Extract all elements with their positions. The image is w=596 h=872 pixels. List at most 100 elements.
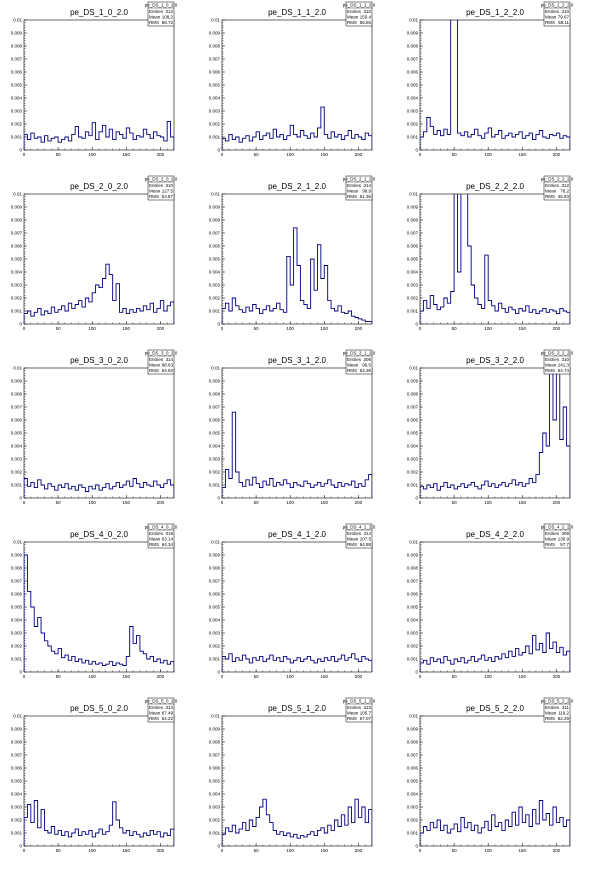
histogram-bin	[51, 138, 54, 150]
histogram-bin	[478, 305, 481, 325]
histogram-bin	[113, 140, 116, 150]
histogram-bin	[157, 832, 160, 846]
histogram-bin	[362, 486, 365, 498]
y-tick-label: 0.002	[209, 122, 221, 127]
histogram-bin	[304, 659, 307, 672]
histogram-bin	[553, 311, 556, 324]
x-tick-label: 0	[221, 674, 224, 679]
histogram-chart: pe_DS_1_0_2.0 0 0.001 0.002 0.003 0.004 0.005 0…	[11, 1, 178, 157]
histogram-bin	[430, 488, 433, 498]
histogram-bin	[232, 412, 235, 498]
histogram-bin	[546, 814, 549, 847]
x-tick-label: 200	[355, 500, 363, 505]
histogram-bin	[232, 825, 235, 846]
histogram-bin	[338, 827, 341, 847]
stats-mean-label: Mean	[545, 188, 557, 193]
x-tick-label: 200	[355, 674, 363, 679]
histogram-bin	[348, 807, 351, 846]
histogram-bin	[256, 308, 259, 324]
x-tick-label: 0	[23, 152, 26, 157]
y-tick-label: 0.008	[209, 740, 221, 745]
histogram-bin	[447, 488, 450, 498]
stats-rms-value: 64.34	[162, 542, 174, 547]
histogram-bin	[529, 479, 532, 499]
histogram-bin	[225, 828, 228, 846]
histogram-bin	[458, 832, 461, 846]
histogram-bin	[536, 824, 539, 846]
chart-title: pe_DS_1_1_2.0	[268, 8, 326, 17]
histogram-bin	[96, 285, 99, 324]
histogram-bin	[24, 314, 27, 324]
histogram-bin	[273, 129, 276, 150]
histogram-bin	[297, 485, 300, 498]
histogram-bin	[533, 140, 536, 150]
histogram-bin	[44, 136, 47, 150]
y-tick-label: 0.007	[209, 405, 221, 410]
x-tick-label: 200	[157, 326, 165, 331]
y-tick-label: 0.001	[209, 831, 221, 836]
histogram-bin	[58, 649, 61, 672]
histogram-bin	[253, 827, 256, 847]
histogram-bin	[96, 833, 99, 846]
y-tick-label: 0.002	[407, 296, 419, 301]
plot-frame	[419, 193, 571, 325]
histogram-bin	[447, 833, 450, 846]
histogram-bin	[249, 311, 252, 324]
y-tick-label: 0.006	[407, 592, 419, 597]
y-tick-label: 0.002	[407, 818, 419, 823]
histogram-bin	[321, 279, 324, 325]
x-tick-label: 150	[321, 500, 329, 505]
histogram-bin	[140, 651, 143, 672]
histogram-bin	[68, 303, 71, 324]
histogram-bin	[44, 641, 47, 672]
histogram-bin	[369, 136, 372, 150]
histogram-bin	[440, 486, 443, 498]
chart-title: pe_DS_1_0_2.0	[70, 8, 128, 17]
histogram-bin	[365, 133, 368, 150]
histogram-bin	[423, 660, 426, 672]
histogram-bin	[492, 306, 495, 324]
histogram-bin	[365, 659, 368, 672]
histogram-bin	[130, 627, 133, 673]
y-tick-label: 0.007	[209, 231, 221, 236]
histogram-bin	[72, 833, 75, 846]
stats-entries-value: 313	[363, 705, 371, 710]
histogram-bin	[505, 820, 508, 846]
histogram-bin	[307, 484, 310, 498]
histogram-bin	[82, 488, 85, 498]
stats-rms-value: 51.36	[360, 194, 372, 199]
stats-box	[345, 349, 373, 375]
histogram-bin	[362, 807, 365, 846]
histogram-bin	[79, 836, 82, 846]
chart-title: pe_DS_4_2_2.0	[466, 530, 524, 539]
stats-entries-label: Entries	[545, 531, 560, 536]
histogram-bin	[481, 485, 484, 498]
histogram-bin	[164, 484, 167, 498]
histogram-bin	[280, 662, 283, 672]
histogram-bin	[72, 656, 75, 672]
histogram-bin	[352, 654, 355, 672]
y-tick-label: 0.009	[407, 205, 419, 210]
y-tick-label: 0.004	[209, 792, 221, 797]
histogram-bin	[331, 830, 334, 846]
x-tick-label: 0	[23, 326, 26, 331]
histogram-bin	[102, 125, 105, 150]
histogram-bin	[157, 308, 160, 324]
y-tick-label: 0.009	[209, 205, 221, 210]
histogram-bin	[41, 485, 44, 498]
histogram-bin	[471, 134, 474, 150]
stats-entries-label: Entries	[149, 9, 164, 14]
y-tick-label: 0.01	[211, 18, 220, 23]
x-tick-label: 100	[286, 326, 294, 331]
histogram-bin	[116, 820, 119, 846]
stats-mean-label: Mean	[149, 710, 161, 715]
histogram-bin	[522, 486, 525, 498]
histogram-bin	[273, 660, 276, 672]
histogram-bin	[85, 132, 88, 150]
histogram-bin	[280, 310, 283, 324]
histogram-bin	[58, 830, 61, 846]
histogram-bin	[270, 311, 273, 324]
histogram-bin	[150, 830, 153, 846]
histogram-pad: pe_DS_3_1_2.0 0 0.001 0.002 0.003 0.004 0.005 0…	[198, 348, 396, 522]
histogram-bin	[362, 656, 365, 672]
